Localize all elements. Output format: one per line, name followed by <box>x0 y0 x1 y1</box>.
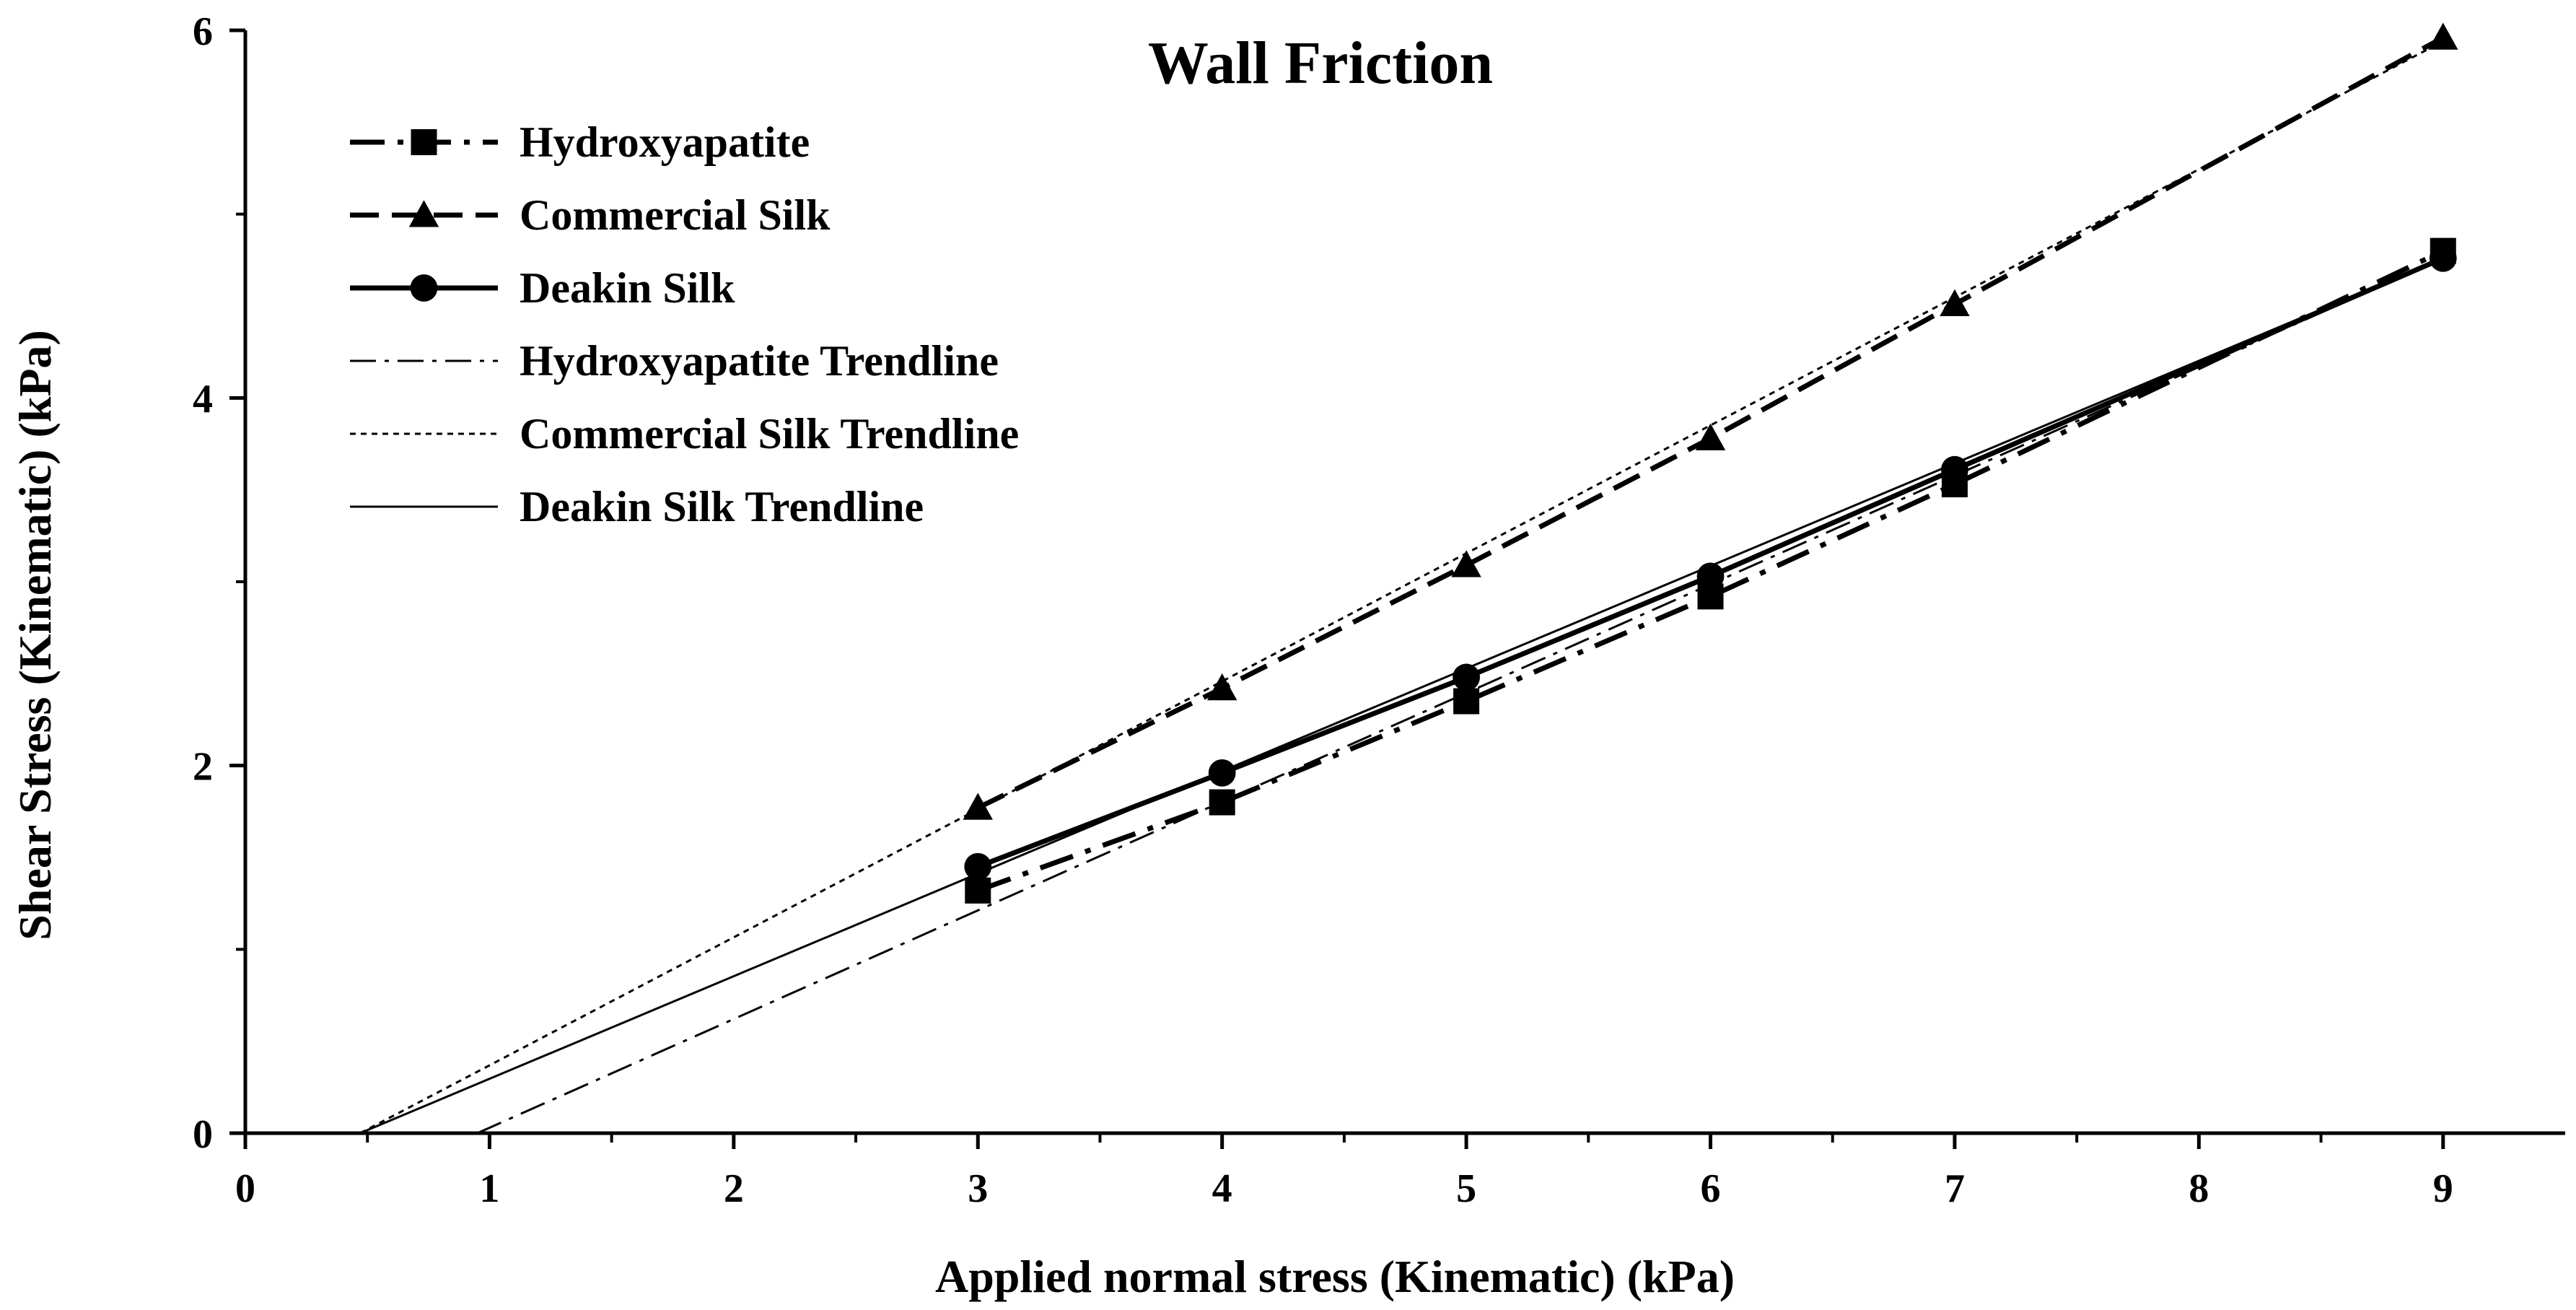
data-point <box>965 877 991 904</box>
x-tick-label: 5 <box>1456 1166 1476 1211</box>
series-line <box>977 256 2445 870</box>
axes: 0 1 2 3 4 5 6 7 8 9 0 2 4 6 <box>193 9 2565 1211</box>
y-tick-label: 2 <box>193 745 213 790</box>
data-point <box>1695 423 1726 450</box>
legend-swatch-marker <box>411 129 437 155</box>
legend-swatch-marker <box>408 200 439 227</box>
data-series <box>963 22 2458 904</box>
legend-item: Deakin Silk <box>350 264 735 312</box>
data-point <box>1208 759 1236 787</box>
y-tick-label: 6 <box>193 9 213 54</box>
x-tick-label: 4 <box>1212 1166 1232 1211</box>
data-point <box>1206 673 1237 701</box>
trendlines <box>359 40 2444 1135</box>
y-axis-title: Shear Stress (Kinematic) (kPa) <box>9 330 61 940</box>
legend-label: Hydroxyapatite Trendline <box>520 337 999 385</box>
legend-label: Deakin Silk Trendline <box>520 483 924 530</box>
data-point <box>1209 789 1235 816</box>
trendline-3 <box>359 257 2444 1135</box>
legend-item: Deakin Silk Trendline <box>350 483 924 530</box>
data-point <box>1940 289 1970 317</box>
data-point <box>1453 688 1480 715</box>
data-point <box>1451 550 1481 577</box>
x-tick-label: 8 <box>2189 1166 2209 1211</box>
data-point <box>1453 663 1481 691</box>
series-line <box>977 248 2445 894</box>
legend-swatch-marker <box>410 274 438 302</box>
x-tick-label: 9 <box>2433 1166 2453 1211</box>
data-point <box>963 792 993 820</box>
legend-item: Hydroxyapatite Trendline <box>350 337 999 385</box>
legend-item: Commercial Silk Trendline <box>350 410 1019 458</box>
x-tick-label: 6 <box>1701 1166 1721 1211</box>
legend-label: Deakin Silk <box>520 264 735 312</box>
legend: Hydroxyapatite Commercial Silk Deakin Silk… <box>350 118 1019 530</box>
x-tick-label: 3 <box>968 1166 988 1211</box>
data-point <box>1941 455 1968 484</box>
x-tick-label: 1 <box>479 1166 499 1211</box>
series-1 <box>965 237 2456 904</box>
data-point <box>2429 244 2457 272</box>
chart-title: Wall Friction <box>1148 30 1493 97</box>
x-tick-label: 7 <box>1945 1166 1965 1211</box>
data-point <box>2428 22 2458 50</box>
legend-item: Hydroxyapatite <box>350 118 810 166</box>
x-axis-title: Applied normal stress (Kinematic) (kPa) <box>935 1251 1735 1302</box>
legend-label: Commercial Silk <box>520 191 831 239</box>
trendline-2 <box>359 40 2444 1135</box>
series-3 <box>964 244 2457 881</box>
series-line <box>976 35 2445 811</box>
legend-item: Commercial Silk <box>350 191 831 239</box>
data-point <box>964 852 992 881</box>
trendline-1 <box>476 257 2444 1135</box>
legend-label: Hydroxyapatite <box>520 118 810 166</box>
y-tick-label: 4 <box>193 377 213 422</box>
legend-label: Commercial Silk Trendline <box>520 410 1019 458</box>
x-tick-label: 0 <box>235 1166 255 1211</box>
x-tick-label: 2 <box>724 1166 744 1211</box>
y-tick-label: 0 <box>193 1112 213 1157</box>
data-point <box>1696 562 1725 590</box>
series-2 <box>963 22 2458 820</box>
